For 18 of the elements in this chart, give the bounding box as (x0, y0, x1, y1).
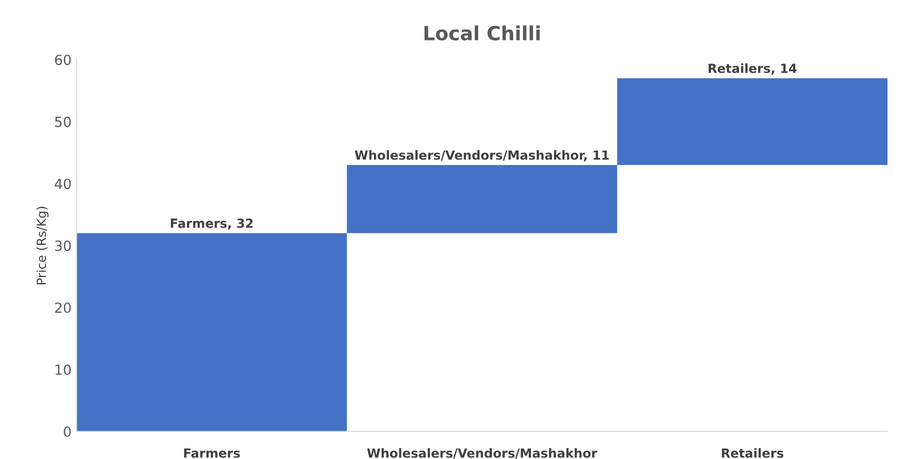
y-axis-title: Price (Rs/Kg) (36, 206, 48, 284)
data-label: Retailers, 14 (708, 63, 797, 75)
bar (76, 233, 347, 432)
y-tick-label: 60 (55, 54, 71, 66)
bar (617, 78, 888, 166)
y-tick-label: 10 (56, 364, 71, 375)
chart-title: Local Chilli (424, 25, 540, 40)
x-tick-label: Retailers (722, 448, 784, 458)
data-label: Farmers, 32 (170, 218, 253, 230)
y-tick-label: 20 (55, 302, 71, 314)
y-tick-label: 40 (54, 178, 71, 190)
x-tick-label: Wholesalers/Vendors/Mashakhor (367, 448, 598, 459)
y-tick-label: 50 (55, 116, 71, 128)
x-tick-label: Farmers (184, 448, 240, 458)
y-tick-label: 0 (64, 426, 71, 437)
y-tick-label: 30 (55, 240, 71, 252)
bar (346, 165, 618, 234)
data-label: Wholesalers/Vendors/Mashakhor, 11 (354, 150, 609, 162)
